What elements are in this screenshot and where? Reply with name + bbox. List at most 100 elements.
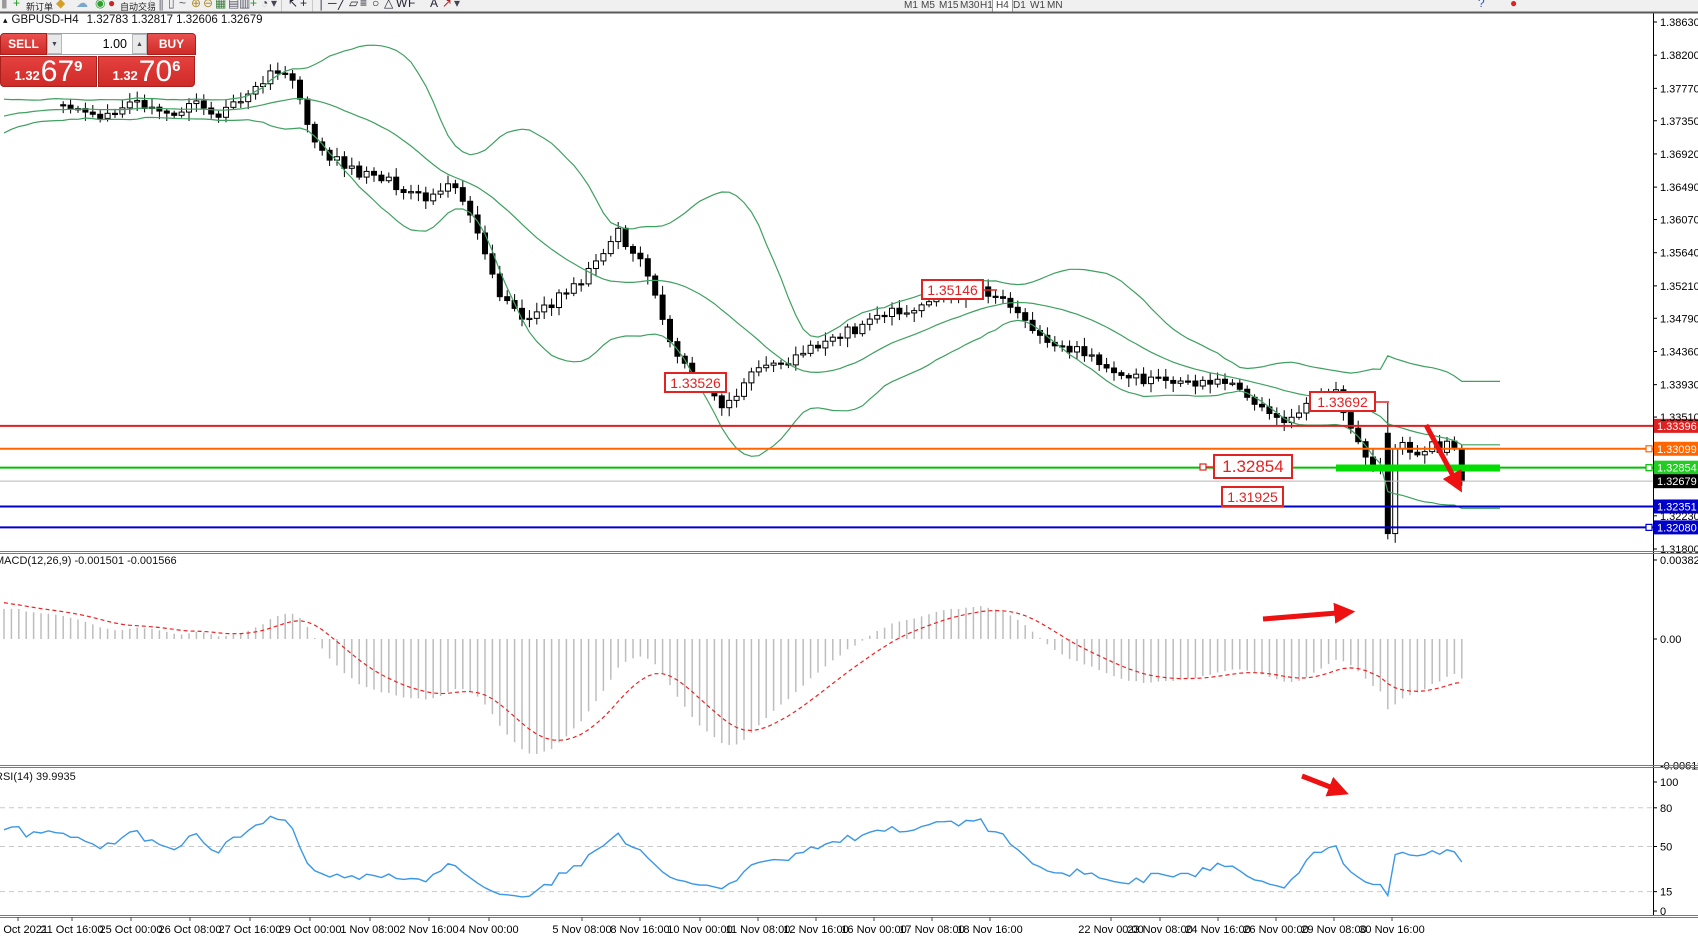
time-axis-label[interactable]: 2 Nov 16:00 (399, 924, 458, 936)
help-icon[interactable]: ? (1478, 0, 1485, 10)
macd-tick-label: -0.006117 (1660, 760, 1698, 772)
volume-increase-button[interactable]: ▲ (132, 34, 147, 54)
time-axis-label[interactable]: 16 Nov 00:00 (841, 924, 906, 936)
timeframe-M30[interactable]: M30 (960, 0, 980, 11)
buy-price-display[interactable]: 1.32 70 6 (98, 56, 195, 87)
timeframe-W1[interactable]: W1 (1030, 0, 1045, 11)
objects-dropdown-icon[interactable]: ▾ (454, 0, 461, 10)
time-axis-label[interactable]: 25 Oct 00:00 (100, 924, 163, 936)
time-axis-label[interactable]: 4 Nov 00:00 (459, 924, 518, 936)
sell-button[interactable]: SELL (0, 33, 47, 55)
timeframe-D1[interactable]: D1 (1013, 0, 1026, 11)
signals-icon[interactable]: ◉ (95, 0, 106, 10)
sell-price-point: 9 (74, 58, 83, 75)
price-annotation[interactable]: 1.32854 (1213, 454, 1293, 479)
axis-price-label: 1.33099 (1657, 444, 1697, 456)
candlestick-chart-icon[interactable]: ▯ (168, 0, 175, 10)
ellipse-icon[interactable]: ○ (372, 0, 380, 10)
time-axis-label[interactable]: 27 Oct 16:00 (219, 924, 282, 936)
time-axis-label[interactable]: 29 Nov 08:00 (1301, 924, 1366, 936)
time-axis-label[interactable]: 1 Nov 08:00 (340, 924, 399, 936)
horizontal-line-icon[interactable]: ─ (328, 0, 337, 10)
zoom-out-icon[interactable]: ⊖ (203, 0, 214, 10)
volume-input[interactable] (62, 34, 132, 54)
macd-direction-arrow[interactable] (1262, 602, 1356, 624)
time-axis-label[interactable]: 30 Nov 16:00 (1359, 924, 1424, 936)
price-tick-label: 1.33930 (1660, 380, 1698, 392)
trendline-icon[interactable]: ╱ (338, 0, 346, 10)
rsi-tick-label: 100 (1660, 777, 1678, 789)
timeframe-MN[interactable]: MN (1047, 0, 1063, 11)
elliott-wave-icon[interactable]: W (396, 0, 408, 10)
bollinger-band-line (3, 97, 1500, 446)
bar-chart-icon[interactable]: ║ (157, 0, 166, 10)
timeframe-H4[interactable]: H4 (992, 0, 1013, 12)
timeframe-H1[interactable]: H1 (980, 0, 993, 11)
time-axis-label[interactable]: 12 Nov 16:00 (783, 924, 848, 936)
rsi-label: RSI(14) 39.9935 (0, 771, 76, 783)
price-tick-label: 1.38200 (1660, 50, 1698, 62)
time-axis-label[interactable]: 8 Nov 16:00 (610, 924, 669, 936)
new-order-icon[interactable]: + (13, 0, 21, 10)
triangle-icon[interactable]: △ (384, 0, 394, 10)
fibo-tool-icon[interactable]: F (408, 0, 416, 10)
line-chart-icon[interactable]: ~ (179, 0, 187, 10)
time-axis-label[interactable]: 18 Nov 16:00 (957, 924, 1022, 936)
periods-icon[interactable]: ◔ (261, 0, 269, 10)
buy-price-pips: 70 (138, 55, 173, 88)
zoom-in-icon[interactable]: ⊕ (191, 0, 202, 10)
price-annotation[interactable]: 1.33692 (1309, 391, 1376, 412)
time-axis-label[interactable]: 17 Nov 08:00 (899, 924, 964, 936)
macd-histogram (3, 606, 1463, 754)
rsi-direction-arrow[interactable] (1301, 773, 1349, 797)
oneclick-collapse-icon[interactable]: ▴ (3, 15, 8, 25)
time-axis-label[interactable]: 23 Nov 08:00 (1127, 924, 1192, 936)
channel-icon[interactable]: ▱ (349, 0, 359, 10)
fibonacci-icon[interactable]: ≡ (360, 0, 368, 10)
vertical-line-icon[interactable]: │ (318, 0, 326, 10)
cloud-icon[interactable]: ☁ (76, 0, 88, 10)
timeframe-M5[interactable]: M5 (921, 0, 935, 11)
price-annotation[interactable]: 1.33526 (664, 372, 727, 393)
autotrading-icon[interactable]: ● (108, 0, 116, 10)
price-breakdown-arrow[interactable] (1423, 423, 1462, 493)
cascade-windows-icon[interactable]: ▤ (228, 0, 240, 10)
support-band[interactable] (1336, 464, 1500, 472)
market-icon[interactable]: ◆ (56, 0, 66, 10)
cursor-icon[interactable]: ↖ (288, 0, 299, 10)
arrow-object-icon[interactable]: ↗ (442, 0, 453, 10)
time-axis-label[interactable]: 5 Nov 08:00 (552, 924, 611, 936)
time-axis-label[interactable]: 22 Nov 00:00 (1078, 924, 1143, 936)
time-axis-label[interactable]: 26 Oct 08:00 (159, 924, 222, 936)
price-annotation[interactable]: 1.31925 (1221, 486, 1284, 507)
volume-decrease-button[interactable]: ▼ (47, 34, 62, 54)
time-axis-label[interactable]: 11 Nov 08:00 (726, 924, 791, 936)
toolbar-stub-icon[interactable]: ▮ (1, 0, 8, 10)
time-axis-label[interactable]: 24 Nov 16:00 (1185, 924, 1250, 936)
buy-button[interactable]: BUY (147, 33, 196, 55)
timeframe-M15[interactable]: M15 (939, 0, 959, 11)
price-annotation[interactable]: 1.35146 (921, 279, 984, 300)
tile-windows-icon[interactable]: ▦ (215, 0, 227, 10)
time-axis-label[interactable]: 29 Oct 00:00 (279, 924, 342, 936)
horizontal-lines[interactable]: 1.333961.330991.328541.326791.323511.320… (0, 418, 1698, 535)
feedback-balloon-icon[interactable]: ● (1510, 0, 1518, 10)
arrange-windows-icon[interactable]: ▥ (239, 0, 251, 10)
axis-price-label-box (1654, 499, 1698, 514)
toolbar-separator (150, 0, 151, 12)
time-axis-label[interactable]: 26 Nov 00:00 (1243, 924, 1308, 936)
new-order-label[interactable]: 新订单 (26, 2, 54, 12)
sell-price-display[interactable]: 1.32 67 9 (0, 56, 97, 87)
autotrading-label[interactable]: 自动交易 (120, 2, 157, 12)
time-axis-label[interactable]: 21 Oct 16:00 (41, 924, 104, 936)
time-axis-label[interactable]: 10 Nov 00:00 (667, 924, 732, 936)
indicators-icon[interactable]: + (250, 0, 258, 10)
text-label-icon[interactable]: A (430, 0, 439, 10)
price-tick-label: 1.33510 (1660, 412, 1698, 424)
timeframe-M1[interactable]: M1 (904, 0, 918, 11)
templates-icon[interactable]: ▾ (271, 0, 278, 10)
crosshair-icon[interactable]: + (300, 0, 308, 10)
time-axis-label[interactable]: 20 Oct 2021 (0, 924, 48, 936)
